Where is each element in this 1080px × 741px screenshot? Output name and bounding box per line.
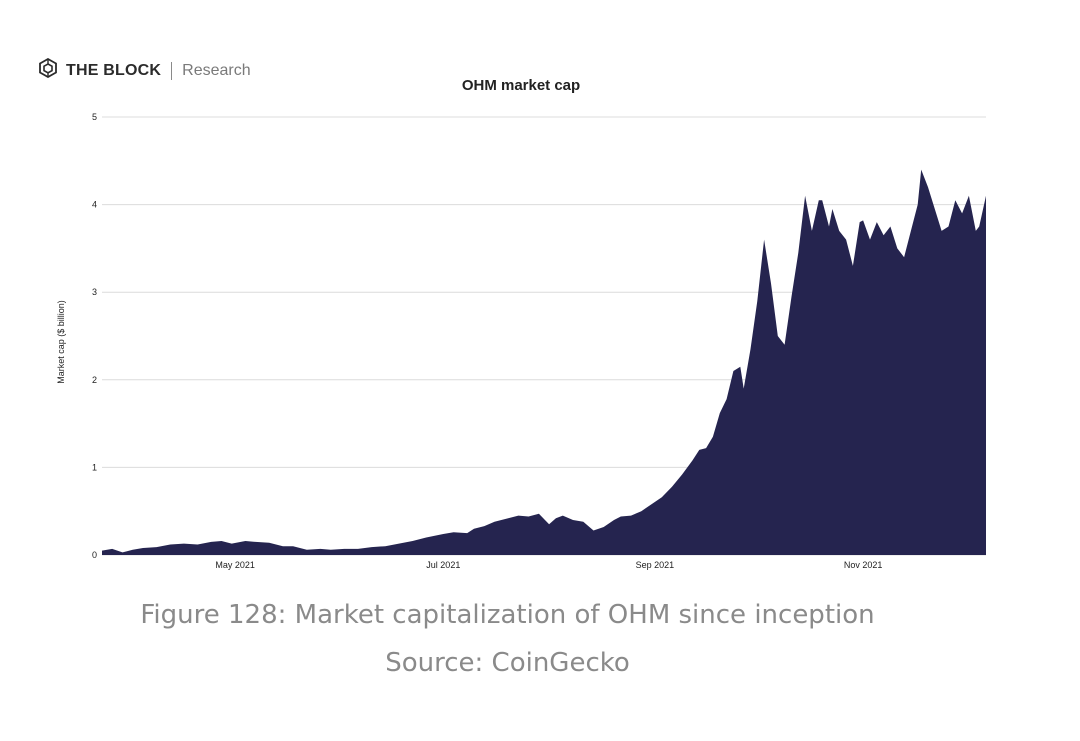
x-tick-label: Nov 2021 — [844, 560, 883, 570]
source-caption: Source: CoinGecko — [385, 648, 630, 678]
cube-logo-icon — [38, 57, 58, 83]
brand-logo: THE BLOCK Research — [38, 57, 251, 83]
market-cap-chart: OHM market cap Market cap ($ billion) 0 1… — [56, 77, 986, 570]
y-tick-label: 5 — [92, 112, 97, 122]
x-tick-label: May 2021 — [215, 560, 255, 570]
y-tick-label: 1 — [92, 462, 97, 472]
y-tick-label: 0 — [92, 550, 97, 560]
y-tick-label: 2 — [92, 375, 97, 385]
brand-subtitle: Research — [182, 61, 251, 79]
brand-name: THE BLOCK — [66, 61, 162, 79]
x-tick-labels: May 2021 Jul 2021 Sep 2021 Nov 2021 — [215, 560, 882, 570]
y-tick-labels: 0 1 2 3 4 5 — [92, 112, 97, 560]
y-tick-label: 3 — [92, 287, 97, 297]
figure-caption: Figure 128: Market capitalization of OHM… — [140, 600, 875, 630]
chart-title: OHM market cap — [462, 77, 580, 94]
x-tick-label: Jul 2021 — [426, 560, 460, 570]
market-cap-area — [102, 169, 986, 555]
y-tick-label: 4 — [92, 200, 97, 210]
brand-divider — [171, 61, 173, 80]
area-layer — [102, 169, 986, 555]
x-tick-label: Sep 2021 — [636, 560, 675, 570]
y-axis-label: Market cap ($ billion) — [56, 300, 66, 384]
